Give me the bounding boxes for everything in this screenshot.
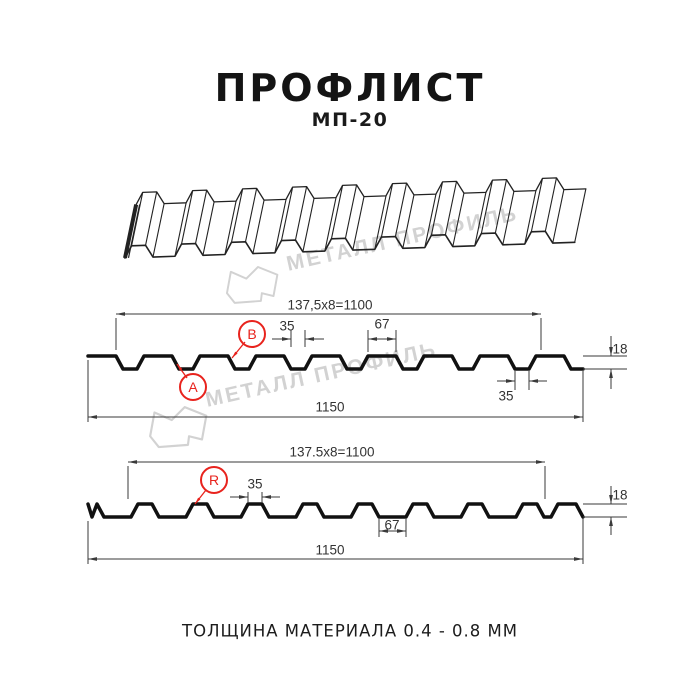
material-thickness-caption: ТОЛЩИНА МАТЕРИАЛА 0.4 - 0.8 ММ	[182, 621, 518, 641]
d1-rib-top-width-label: 35	[279, 318, 295, 334]
side-a-badge: A	[179, 373, 207, 401]
d2-height-label: 18	[612, 487, 628, 503]
profile-model-subtitle: МП-20	[311, 109, 389, 131]
d1-height-label: 18	[612, 341, 628, 357]
d1-flat-width-label: 67	[374, 316, 390, 332]
page-title: ПРОФЛИСТ	[214, 66, 486, 110]
watermark-logo-group	[149, 266, 279, 449]
sheet-3d-view	[123, 177, 587, 259]
side-b-badge: B	[238, 320, 266, 348]
d2-flat-width-label: 67	[384, 517, 400, 533]
profile-section-ab	[86, 312, 627, 422]
d2-total-width-label: 1150	[315, 542, 345, 558]
d2-rib-top-width-label: 35	[247, 476, 263, 492]
d1-total-width-label: 1150	[315, 399, 345, 415]
side-r-badge: R	[200, 466, 228, 494]
d1-rib-bottom-width-label: 35	[498, 388, 514, 404]
profile-section-r	[86, 460, 627, 564]
d2-working-width-label: 137.5x8=1100	[289, 444, 375, 460]
d1-working-width-label: 137,5x8=1100	[287, 297, 373, 313]
